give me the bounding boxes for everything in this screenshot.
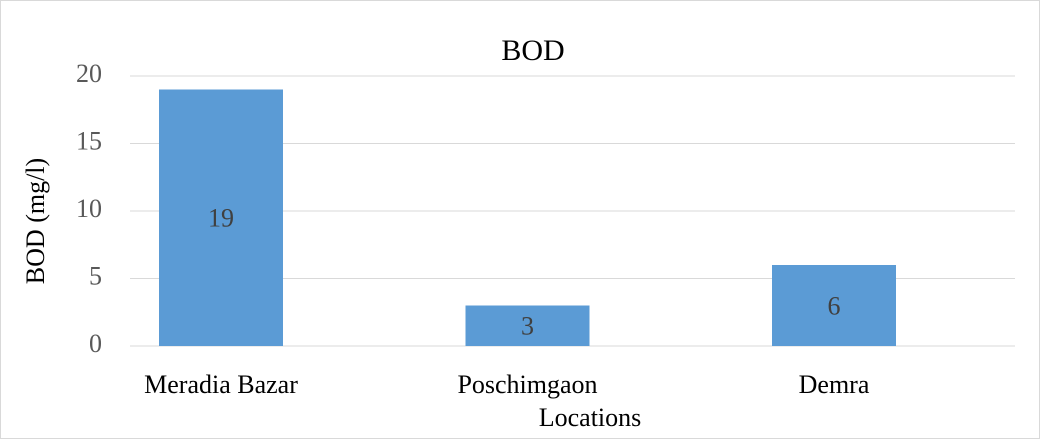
bar bbox=[465, 305, 590, 346]
y-tick-label: 10 bbox=[76, 194, 102, 223]
chart-title: BOD bbox=[501, 34, 564, 67]
y-tick-label: 15 bbox=[76, 126, 102, 155]
data-label: 19 bbox=[208, 204, 234, 233]
y-tick-label: 5 bbox=[89, 261, 102, 290]
bar bbox=[772, 265, 896, 346]
x-axis-label: Locations bbox=[539, 403, 642, 432]
bar bbox=[159, 89, 283, 346]
data-label: 3 bbox=[521, 312, 534, 341]
x-tick-label: Meradia Bazar bbox=[144, 370, 298, 399]
x-tick-label: Demra bbox=[799, 370, 870, 399]
y-tick-label: 20 bbox=[76, 59, 102, 88]
data-label: 6 bbox=[828, 291, 841, 320]
y-axis-label: BOD (mg/l) bbox=[21, 158, 50, 284]
x-tick-label: Poschimgaon bbox=[457, 370, 597, 399]
y-tick-label: 0 bbox=[89, 329, 102, 358]
